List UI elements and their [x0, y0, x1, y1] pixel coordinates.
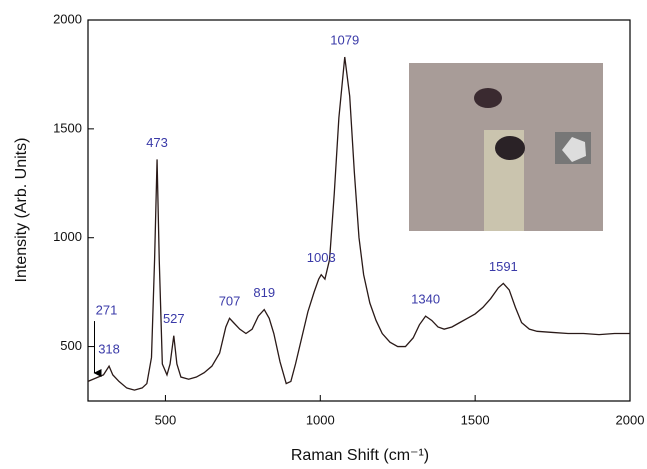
- x-tick-label: 1000: [306, 412, 335, 427]
- spectrum-line: [87, 56, 630, 391]
- y-tick-label: 1500: [53, 120, 82, 135]
- x-tick-label: 2000: [616, 412, 645, 427]
- annotation-label: 527: [163, 311, 185, 326]
- inset-photo: [409, 63, 603, 231]
- annotation-label: 1003: [307, 250, 336, 265]
- y-tick-label: 2000: [53, 11, 82, 26]
- x-tick-label: 500: [155, 412, 177, 427]
- y-axis-label: Intensity (Arb. Units): [13, 138, 30, 283]
- x-tick-label: 1500: [461, 412, 490, 427]
- y-tick-label: 500: [60, 338, 82, 353]
- annotation-label: 819: [253, 285, 275, 300]
- x-axis-label: Raman Shift (cm⁻¹): [291, 447, 429, 464]
- plot-frame: [87, 19, 631, 402]
- annotation-label: 707: [219, 294, 241, 309]
- annotation-label: 1079: [330, 32, 359, 47]
- annotation-label: 318: [98, 342, 120, 357]
- annotation-label: 271: [96, 302, 118, 317]
- annotation-label: 473: [146, 135, 168, 150]
- y-tick-label: 1000: [53, 229, 82, 244]
- annotation-label: 1591: [489, 259, 518, 274]
- annotation-label: 1340: [411, 292, 440, 307]
